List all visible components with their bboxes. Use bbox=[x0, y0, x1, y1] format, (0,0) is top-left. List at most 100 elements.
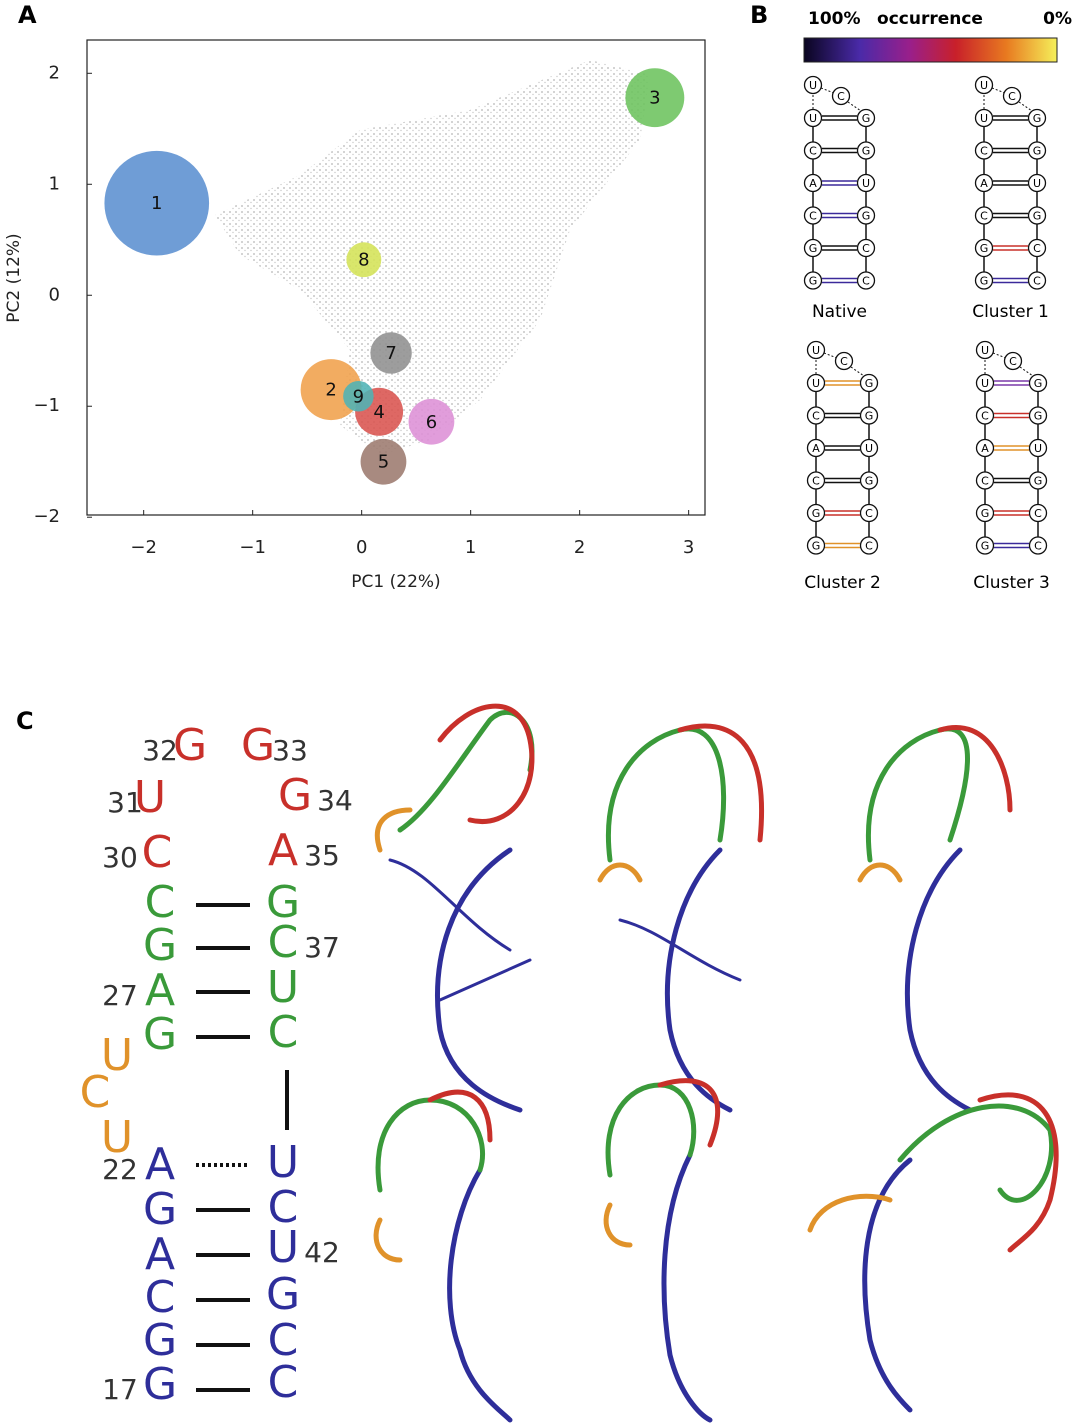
nucleotide bbox=[859, 536, 879, 555]
y-tick-label: −1 bbox=[33, 395, 60, 416]
nucleotide bbox=[806, 438, 826, 458]
nucleotide bbox=[806, 373, 826, 393]
base: C bbox=[268, 1182, 299, 1233]
nucleotide-label: U bbox=[809, 112, 817, 125]
nucleotide-label: U bbox=[981, 344, 989, 357]
nucleotide bbox=[856, 206, 876, 225]
nucleotide-label: G bbox=[809, 275, 818, 288]
nucleotide-label: G bbox=[981, 540, 990, 553]
base: C bbox=[145, 877, 176, 928]
nucleotide bbox=[974, 206, 994, 225]
nucleotide-label: A bbox=[809, 177, 817, 190]
nucleotide-label: G bbox=[981, 507, 990, 520]
nucleotide-label: C bbox=[981, 475, 989, 488]
nucleotide bbox=[806, 536, 826, 555]
residue-number: 17 bbox=[102, 1373, 138, 1406]
rna-structure: U C A C G G G G U G C C U C Cluster 3 bbox=[973, 340, 1050, 593]
nucleotide-label: U bbox=[812, 377, 820, 390]
nucleotide bbox=[806, 471, 826, 490]
panel-label: B bbox=[750, 1, 768, 29]
nucleotide bbox=[856, 238, 876, 258]
y-tick-label: −2 bbox=[33, 506, 60, 527]
colorbar-label: 0% bbox=[1043, 9, 1072, 29]
nucleotide-label: G bbox=[1034, 377, 1043, 390]
cluster-label: 4 bbox=[373, 402, 384, 423]
nucleotide bbox=[803, 271, 823, 290]
nucleotide bbox=[806, 503, 826, 523]
structure-name: Cluster 2 bbox=[804, 573, 881, 593]
nucleotide-label: A bbox=[812, 442, 820, 455]
base: G bbox=[143, 1315, 177, 1366]
nucleotide bbox=[974, 173, 994, 193]
render bbox=[807, 1092, 1059, 1413]
base: G bbox=[278, 770, 312, 821]
nucleotide bbox=[975, 471, 995, 490]
nucleotide bbox=[859, 373, 879, 393]
render bbox=[857, 725, 1013, 1113]
nucleotide bbox=[1027, 206, 1047, 225]
base: U bbox=[267, 1222, 299, 1273]
nucleotide bbox=[974, 141, 994, 160]
loop-backbone bbox=[984, 352, 1034, 377]
structure-name: Cluster 1 bbox=[972, 302, 1049, 322]
nucleotide-label: U bbox=[862, 177, 870, 190]
nucleotide bbox=[856, 173, 876, 193]
base: G bbox=[241, 720, 275, 771]
nucleotide-label: G bbox=[862, 145, 871, 158]
nucleotide bbox=[974, 238, 994, 258]
nucleotide bbox=[1027, 238, 1047, 258]
nucleotide bbox=[859, 471, 879, 490]
cluster-label: 1 bbox=[151, 193, 162, 214]
cluster-bubble bbox=[370, 332, 412, 374]
nucleotide-label: G bbox=[862, 210, 871, 223]
nucleotide bbox=[975, 373, 995, 393]
nucleotide-label: C bbox=[1008, 90, 1016, 103]
nucleotide bbox=[1028, 406, 1048, 425]
nucleotide-label: G bbox=[812, 540, 821, 553]
nucleotide-label: C bbox=[809, 210, 817, 223]
nucleotide-label: G bbox=[1034, 475, 1043, 488]
x-tick-label: 2 bbox=[574, 537, 585, 558]
residue-number: 30 bbox=[102, 841, 138, 874]
base: A bbox=[145, 1139, 175, 1190]
nucleotide bbox=[834, 351, 854, 371]
base: U bbox=[267, 1137, 299, 1188]
base: C bbox=[145, 1272, 176, 1323]
nucleotide bbox=[856, 141, 876, 160]
nucleotide bbox=[803, 206, 823, 225]
colorbar bbox=[803, 37, 1058, 63]
nucleotide-label: G bbox=[1033, 112, 1042, 125]
base: C bbox=[268, 1315, 299, 1366]
nucleotide-label: C bbox=[862, 275, 870, 288]
nucleotide bbox=[975, 340, 995, 360]
nucleotide bbox=[975, 438, 995, 458]
rna-structure: U C A C G G G G U G C C U C Cluster 1 bbox=[972, 75, 1049, 322]
nucleotide-label: G bbox=[1033, 210, 1042, 223]
y-axis-label: PC2 (12%) bbox=[4, 233, 24, 322]
nucleotide bbox=[1002, 86, 1022, 106]
nucleotide bbox=[1028, 438, 1048, 458]
base: A bbox=[268, 825, 298, 876]
nucleotide bbox=[806, 340, 826, 360]
nucleotide-label: C bbox=[980, 145, 988, 158]
panel-label: C bbox=[16, 707, 34, 735]
nucleotide bbox=[1027, 173, 1047, 193]
cluster-label: 7 bbox=[385, 343, 396, 364]
colorbar-label: 100% bbox=[808, 9, 861, 29]
cluster-bubble bbox=[343, 380, 374, 412]
nucleotide bbox=[1027, 108, 1047, 128]
nucleotide bbox=[831, 86, 851, 106]
point-cloud bbox=[215, 60, 650, 455]
cluster-label: 8 bbox=[358, 250, 369, 271]
nucleotide bbox=[975, 536, 995, 555]
nucleotide bbox=[1028, 503, 1048, 523]
x-axis-label: PC1 (22%) bbox=[351, 572, 440, 592]
base: G bbox=[266, 877, 300, 928]
nucleotide-label: U bbox=[1034, 442, 1042, 455]
residue-number: 34 bbox=[317, 784, 353, 817]
nucleotide bbox=[859, 438, 879, 458]
nucleotide bbox=[856, 271, 876, 290]
cluster-bubble bbox=[346, 242, 382, 278]
colorbar-title: occurrence bbox=[877, 9, 983, 29]
nucleotide-label: U bbox=[809, 79, 817, 92]
